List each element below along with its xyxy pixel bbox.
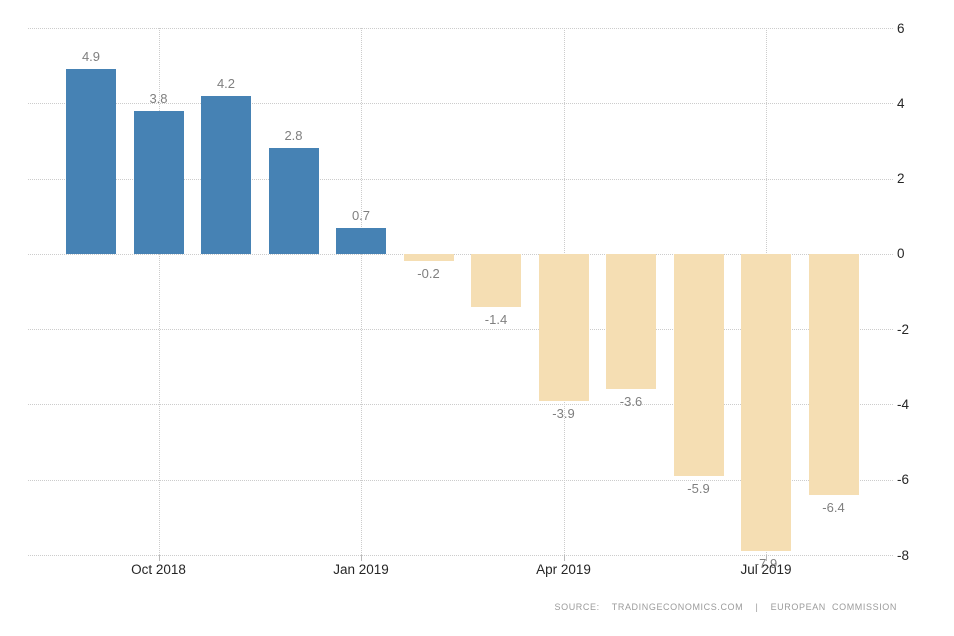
y-axis-tick-label: -4 <box>897 396 910 412</box>
bar-value-label: -5.9 <box>687 480 710 496</box>
y-axis-tick-label: 4 <box>897 95 905 111</box>
x-axis-tick-label: Jul 2019 <box>740 562 792 577</box>
bar <box>741 253 791 552</box>
bar <box>808 253 859 495</box>
bar <box>538 253 589 401</box>
x-axis-tick-label: Apr 2019 <box>536 562 591 577</box>
gridline-horizontal <box>28 178 893 180</box>
bar <box>133 110 184 254</box>
gridline-horizontal <box>28 555 893 556</box>
source-attribution: SOURCE: TRADINGECONOMICS.COM | EUROPEAN … <box>554 602 897 612</box>
x-axis-tick <box>158 555 160 561</box>
gridline-horizontal <box>28 28 893 29</box>
y-axis-tick-label: 0 <box>897 246 905 262</box>
bar <box>336 227 386 254</box>
bar <box>268 148 319 254</box>
gridline-horizontal <box>28 253 893 255</box>
gridline-vertical <box>158 28 160 555</box>
gridline-horizontal <box>28 479 893 481</box>
y-axis-tick-label: -2 <box>897 321 910 337</box>
bar <box>201 95 251 254</box>
bar-value-label: -3.9 <box>552 405 575 421</box>
gridline-vertical <box>361 28 362 555</box>
y-axis-tick-label: 2 <box>897 171 905 187</box>
x-axis-tick-label: Oct 2018 <box>131 562 186 577</box>
y-axis-tick-label: -6 <box>897 472 910 488</box>
bar-value-label: 3.8 <box>149 90 168 106</box>
gridline-horizontal <box>28 404 893 406</box>
x-axis-tick <box>563 555 565 561</box>
bar <box>471 253 521 307</box>
y-axis-tick-label: 6 <box>897 20 905 36</box>
gridline-horizontal <box>28 103 893 105</box>
bar-value-label: -3.6 <box>619 394 643 410</box>
bar-value-label: 4.2 <box>216 75 236 91</box>
x-axis-tick-label: Jan 2019 <box>333 562 389 577</box>
bar-value-label: -1.4 <box>484 311 508 327</box>
x-axis-tick <box>361 555 362 561</box>
bar-value-label: 2.8 <box>284 128 303 144</box>
bar <box>403 253 454 262</box>
bar <box>673 253 724 476</box>
gridline-horizontal <box>28 329 893 331</box>
bar <box>66 69 116 254</box>
bar <box>606 253 656 390</box>
x-axis-tick <box>766 555 767 561</box>
y-axis-tick-label: -8 <box>897 547 910 563</box>
bar-value-label: -7.9 <box>754 556 778 572</box>
bar-value-label: 4.9 <box>81 49 101 65</box>
bar-value-label: -6.4 <box>822 499 845 515</box>
bar-value-label: -0.2 <box>417 266 440 282</box>
bar-value-label: 0.7 <box>351 207 371 223</box>
